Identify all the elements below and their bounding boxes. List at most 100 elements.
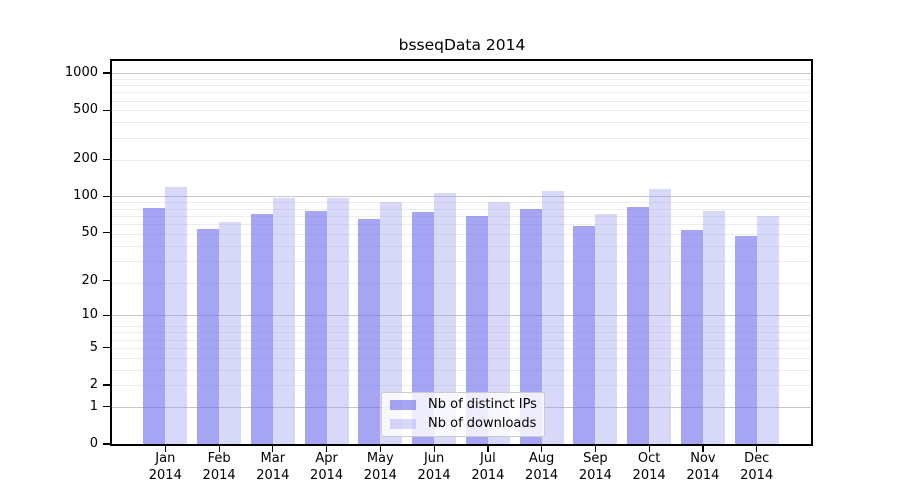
bar-distinct-ips-aug-2014	[519, 209, 542, 444]
x-axis-tick	[164, 446, 166, 452]
bar-distinct-ips-jan-2014	[143, 208, 166, 444]
x-axis-tick-label: Apr 2014	[310, 451, 344, 483]
gridline-minor	[112, 159, 811, 161]
gridline-minor	[112, 326, 811, 327]
x-axis-tick	[272, 446, 274, 452]
bar-distinct-ips-oct-2014	[627, 207, 650, 444]
gridline-minor	[112, 357, 811, 359]
y-axis-tick	[103, 443, 110, 445]
bar-distinct-ips-nov-2014	[680, 229, 703, 444]
bar-downloads-sep-2014	[595, 213, 618, 444]
legend-label-downloads: Nb of downloads	[428, 415, 537, 431]
x-axis-tick	[702, 446, 704, 452]
bar-downloads-jun-2014	[434, 192, 457, 444]
bar-downloads-mar-2014	[272, 197, 295, 444]
x-axis-tick	[433, 446, 435, 452]
bar-distinct-ips-dec-2014	[734, 236, 757, 444]
gridline-minor	[112, 208, 811, 210]
gridline-minor	[112, 347, 811, 349]
chart-title: bsseqData 2014	[398, 36, 526, 54]
y-axis-tick	[103, 109, 110, 111]
gridline-minor	[112, 110, 811, 112]
bar-downloads-aug-2014	[541, 191, 564, 444]
y-axis-tick	[103, 72, 110, 74]
gridline-major	[112, 196, 811, 198]
y-axis-tick	[103, 384, 110, 386]
bar-downloads-jul-2014	[487, 201, 510, 444]
y-axis-tick-label: 0	[89, 436, 98, 451]
bar-distinct-ips-apr-2014	[304, 211, 327, 444]
y-axis-tick-label: 5	[89, 339, 98, 355]
gridline-minor	[112, 369, 811, 371]
y-axis-tick	[103, 158, 110, 160]
gridline-major	[112, 73, 811, 74]
gridline-minor	[112, 261, 811, 263]
x-axis-tick	[756, 446, 758, 452]
x-axis-tick	[379, 446, 381, 452]
y-axis-tick-label: 50	[81, 224, 98, 240]
x-axis-tick-label: Dec 2014	[740, 451, 774, 483]
y-axis-tick	[103, 279, 110, 282]
y-axis-tick	[103, 406, 110, 408]
y-axis-tick-label: 1000	[64, 65, 98, 80]
x-axis-tick	[487, 446, 489, 452]
gridline-minor	[112, 122, 811, 124]
bar-distinct-ips-mar-2014	[250, 214, 273, 444]
x-axis-tick	[218, 446, 220, 452]
bar-distinct-ips-feb-2014	[197, 228, 220, 444]
gridline-minor	[112, 283, 811, 285]
bar-downloads-oct-2014	[649, 189, 672, 444]
gridline-minor	[112, 85, 811, 86]
x-axis-tick	[326, 446, 328, 452]
gridline-minor	[112, 78, 811, 80]
y-axis-tick-label: 2	[89, 377, 98, 392]
x-axis-tick	[541, 446, 543, 452]
gridline-major	[112, 315, 811, 317]
x-axis-tick-label: May 2014	[363, 451, 397, 483]
y-axis-tick-label: 200	[73, 151, 98, 167]
y-axis-tick	[103, 314, 110, 316]
legend: Nb of distinct IPs Nb of downloads	[381, 392, 545, 437]
legend-swatch-distinct-ips	[390, 400, 416, 411]
x-axis-tick-label: Sep 2014	[578, 451, 612, 483]
gridline-minor	[112, 339, 811, 341]
gridline-minor	[112, 137, 811, 139]
x-axis-tick-label: Mar 2014	[256, 451, 290, 483]
bar-distinct-ips-jul-2014	[465, 215, 488, 444]
gridline-minor	[112, 202, 811, 204]
bar-distinct-ips-jun-2014	[412, 212, 435, 444]
bar-distinct-ips-sep-2014	[573, 225, 596, 444]
bar-downloads-dec-2014	[756, 215, 779, 444]
x-axis-tick-label: Oct 2014	[632, 451, 666, 483]
x-axis-tick	[594, 446, 597, 452]
y-axis-tick-label: 10	[81, 307, 98, 323]
y-axis-tick-label: 500	[73, 102, 98, 118]
y-axis-tick	[103, 347, 110, 349]
gridline-minor	[112, 224, 811, 226]
x-axis-tick-label: Jun 2014	[417, 451, 451, 483]
gridline-minor	[112, 385, 811, 386]
bar-downloads-nov-2014	[702, 211, 725, 444]
legend-item-downloads: Nb of downloads	[390, 415, 536, 433]
x-axis-tick-label: Feb 2014	[202, 451, 236, 483]
x-axis-tick-label: Jul 2014	[471, 451, 505, 483]
legend-item-distinct-ips: Nb of distinct IPs	[390, 396, 537, 414]
x-axis-tick-label: Aug 2014	[525, 451, 559, 483]
x-axis-tick-label: Jan 2014	[148, 451, 182, 483]
y-axis-tick-label: 100	[73, 188, 98, 204]
bar-downloads-may-2014	[380, 202, 403, 444]
legend-label-distinct-ips: Nb of distinct IPs	[428, 397, 537, 413]
gridline-minor	[112, 92, 811, 94]
bar-downloads-jan-2014	[165, 187, 188, 444]
plot-area	[110, 59, 813, 446]
y-axis-tick-label: 20	[81, 272, 98, 288]
x-axis-tick	[648, 446, 650, 452]
gridline-minor	[112, 233, 811, 235]
gridline-minor	[112, 332, 811, 334]
bar-downloads-feb-2014	[219, 221, 242, 444]
gridline-minor	[112, 100, 811, 102]
y-axis-tick	[103, 195, 110, 197]
gridline-minor	[112, 215, 811, 217]
gridline-minor	[112, 245, 811, 247]
